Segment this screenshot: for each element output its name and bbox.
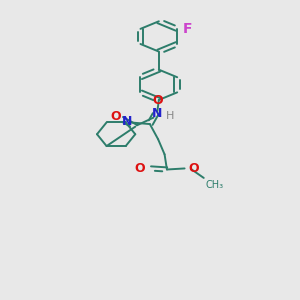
Text: CH₃: CH₃: [205, 180, 223, 190]
Text: O: O: [111, 110, 122, 124]
Text: O: O: [189, 162, 199, 175]
Text: F: F: [182, 22, 192, 36]
Text: N: N: [122, 115, 132, 128]
Text: N: N: [152, 107, 163, 120]
Text: O: O: [152, 94, 163, 107]
Text: O: O: [135, 161, 146, 175]
Text: H: H: [166, 111, 174, 121]
